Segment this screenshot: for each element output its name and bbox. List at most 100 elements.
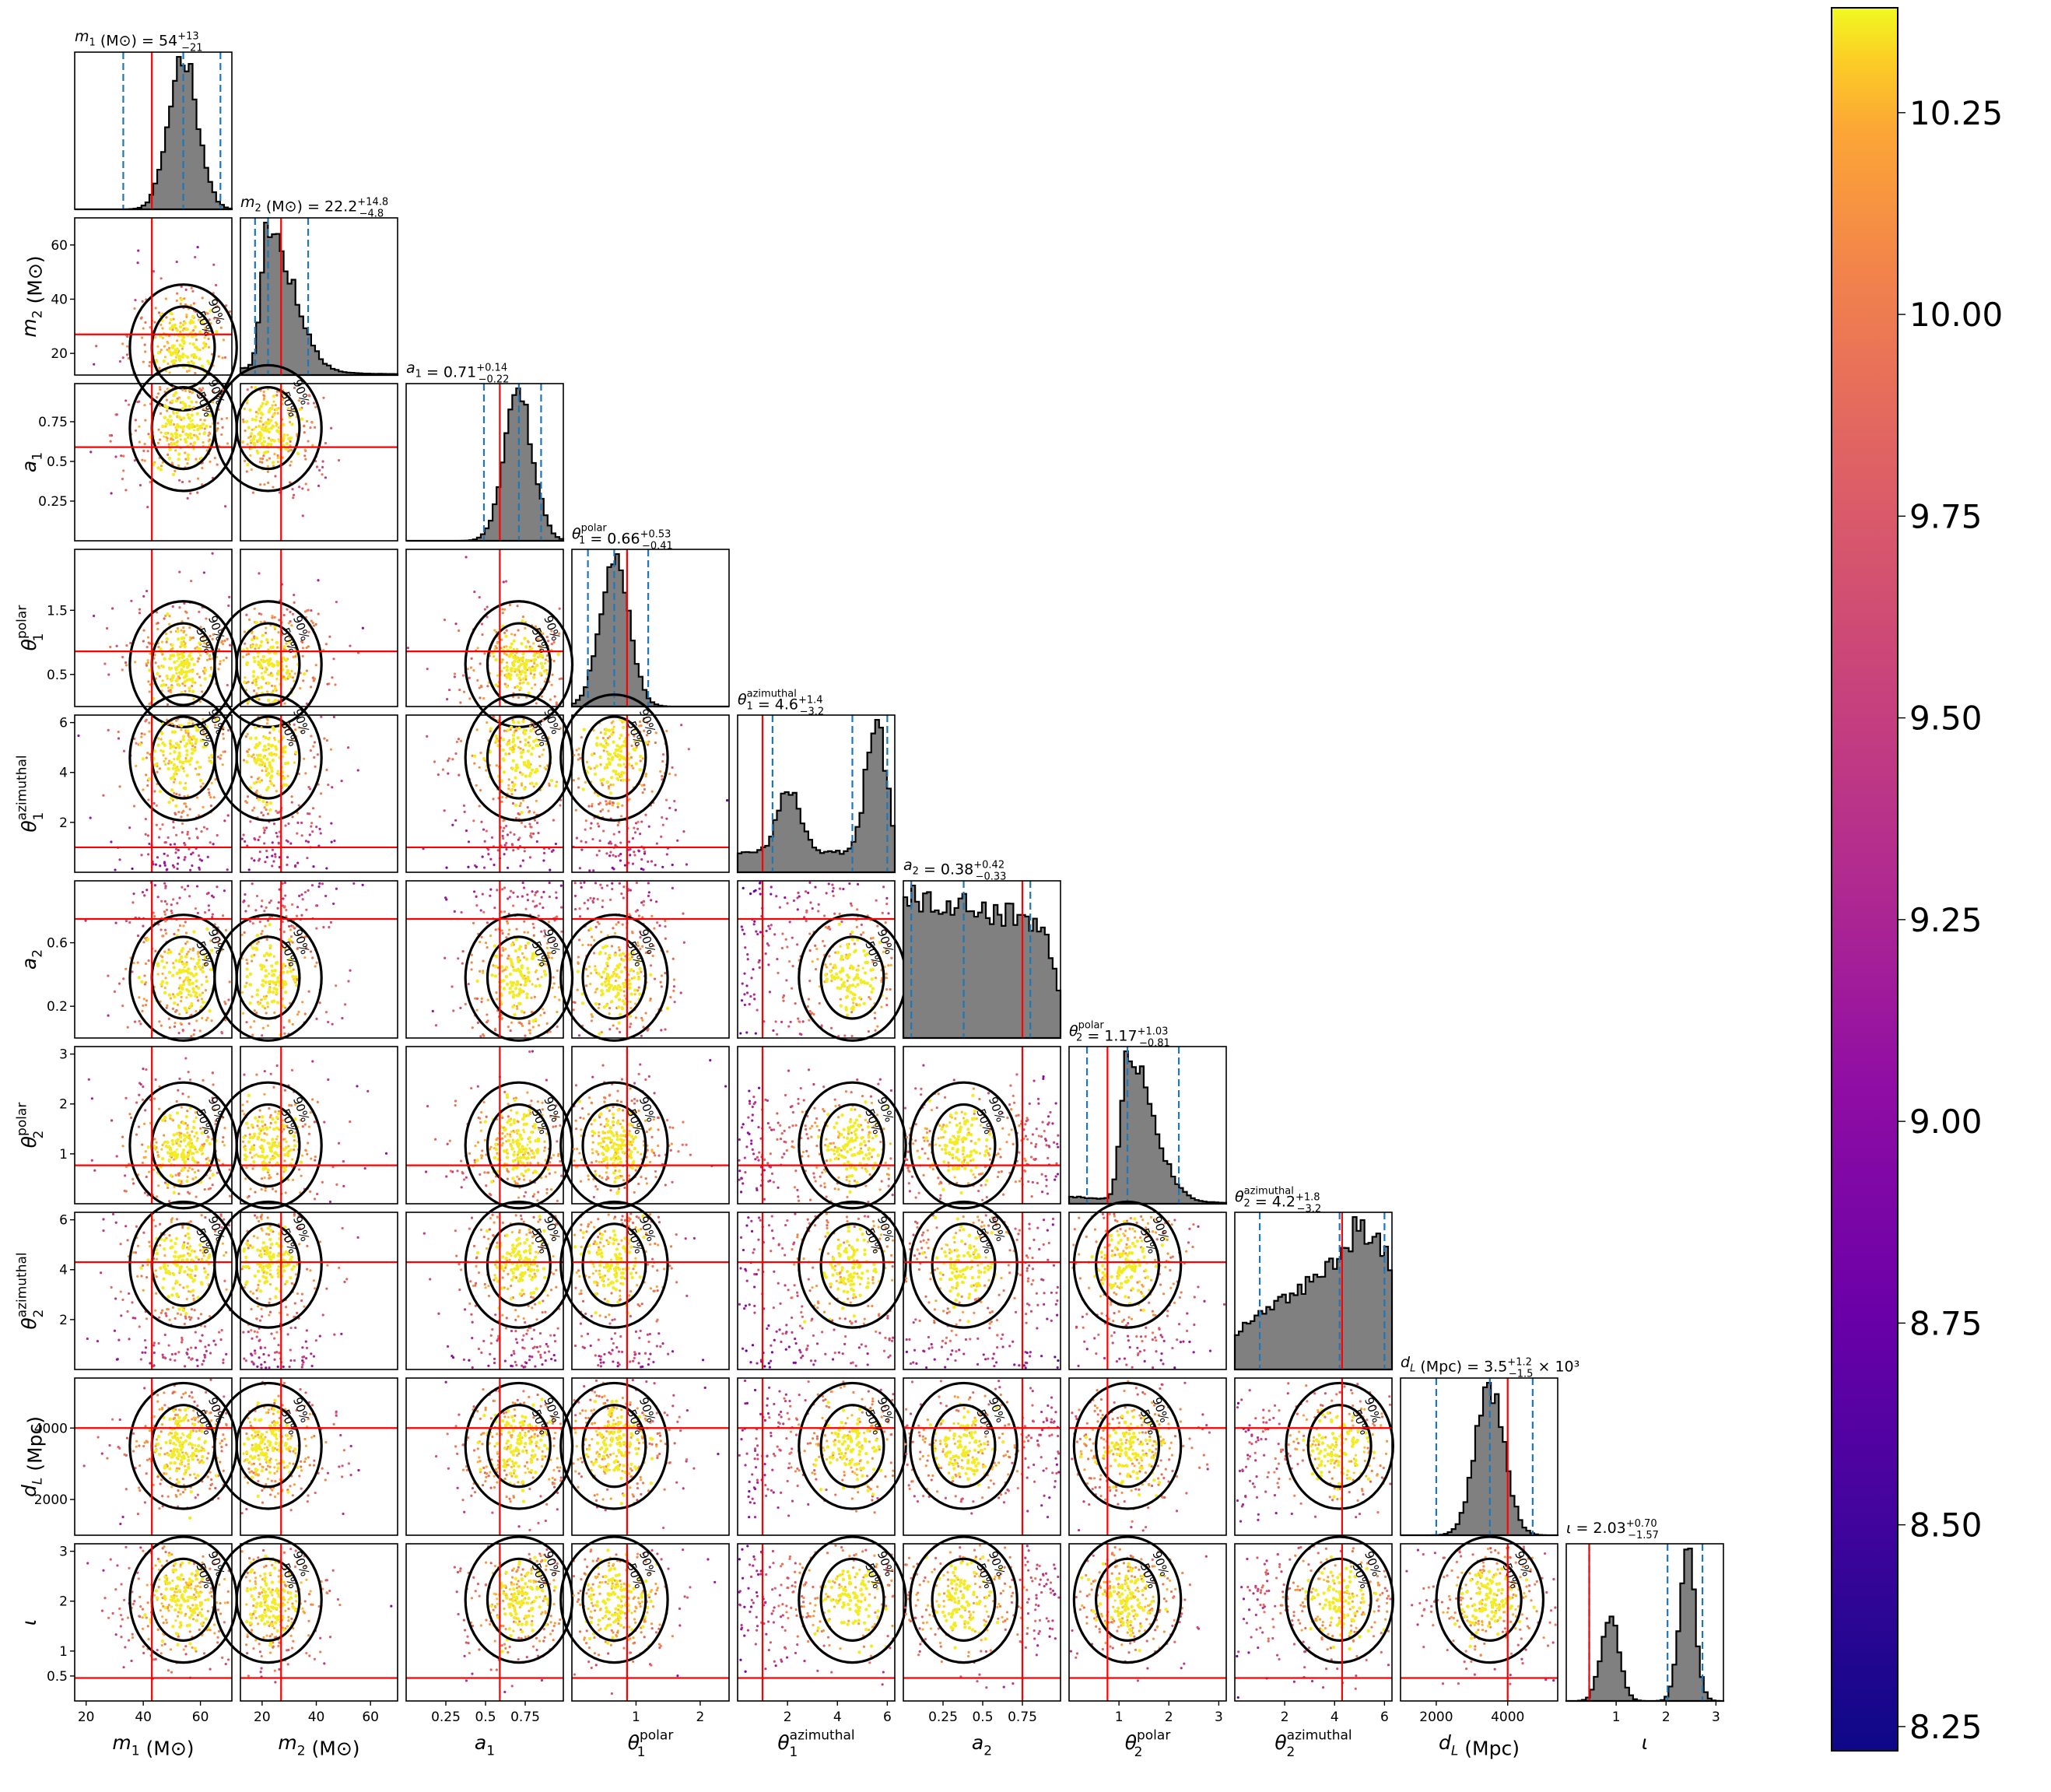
scatter-point [335,601,338,604]
scatter-point [190,1002,194,1006]
scatter-point [605,742,610,747]
scatter-point [172,1133,176,1137]
scatter-point [270,769,274,773]
scatter-point [650,914,654,917]
scatter-point [177,1089,180,1092]
scatter-point [854,985,857,988]
scatter-point [178,1012,181,1015]
scatter-point [521,651,525,656]
scatter-point [138,742,142,746]
scatter-point [146,661,149,665]
scatter-point [288,672,292,675]
scatter-point [160,1157,165,1161]
scatter-point [198,778,203,783]
scatter-point [494,734,498,738]
scatter-point [515,673,519,677]
scatter-point [115,644,118,647]
scatter-point [167,766,170,771]
scatter-point [251,417,254,422]
scatter-point [483,840,486,843]
scatter-point [598,1003,601,1006]
scatter-point [144,962,148,966]
scatter-point [276,907,279,910]
scatter-point [791,964,794,968]
scatter-point [186,1191,190,1194]
scatter-point [291,815,294,819]
scatter-point [472,669,475,672]
scatter-point [254,647,257,651]
scatter-point [249,435,252,438]
scatter-point [576,970,580,973]
scatter-point [601,905,604,909]
scatter-point [177,452,181,456]
scatter-point [787,1025,791,1028]
scatter-point [181,1168,185,1172]
scatter-point [289,440,292,443]
scatter-point [642,1026,645,1029]
scatter-point [170,1138,174,1143]
scatter-point [192,447,195,451]
scatter-point [181,324,185,327]
scatter-point [519,751,524,755]
scatter-point [285,665,288,668]
scatter-point [258,753,262,757]
scatter-point [505,675,510,679]
scatter-point [254,620,258,625]
scatter-point [306,812,310,815]
scatter-point [516,659,521,664]
scatter-point [781,932,784,935]
scatter-point [461,950,465,953]
scatter-point [522,728,526,732]
scatter-point [594,764,599,768]
scatter-point [162,965,167,970]
scatter-point [248,983,253,987]
scatter-point [306,857,309,860]
scatter-point [144,419,147,422]
scatter-point [444,896,447,900]
scatter-point [177,856,180,859]
scatter-point [188,321,192,324]
scatter-point [186,1110,189,1113]
scatter-point [682,830,685,833]
scatter-point [122,977,125,980]
scatter-point [178,952,181,956]
scatter-point [170,910,173,913]
scatter-point [177,751,181,756]
scatter-point [143,974,146,977]
scatter-point [638,768,642,772]
scatter-point [209,674,212,678]
scatter-point [542,970,547,973]
scatter-point [201,1016,204,1020]
scatter-point [254,736,258,740]
scatter-point [643,850,647,854]
scatter-point [210,781,213,784]
scatter-point [173,772,177,776]
scatter-point [520,782,524,785]
scatter-point [143,894,146,897]
scatter-point [296,433,299,436]
scatter-point [170,630,173,633]
scatter-point [823,945,826,948]
scatter-point [505,665,509,669]
scatter-point [263,829,266,832]
scatter-point [170,911,174,915]
scatter-point [307,402,310,405]
scatter-point [173,791,176,794]
scatter-point [514,987,518,991]
scatter-point [601,970,606,974]
scatter-point [190,657,194,661]
scatter-point [195,796,199,799]
scatter-point [148,721,151,724]
scatter-point [156,627,160,631]
scatter-point [261,930,264,933]
scatter-point [193,1159,197,1164]
scatter-point [158,385,162,389]
scatter-point [531,746,535,750]
scatter-point [816,958,819,961]
scatter-point [524,944,528,947]
scatter-point [145,664,149,667]
scatter-point [251,808,254,812]
scatter-point [174,426,178,430]
scatter-point [195,760,199,764]
scatter-point [516,766,520,770]
